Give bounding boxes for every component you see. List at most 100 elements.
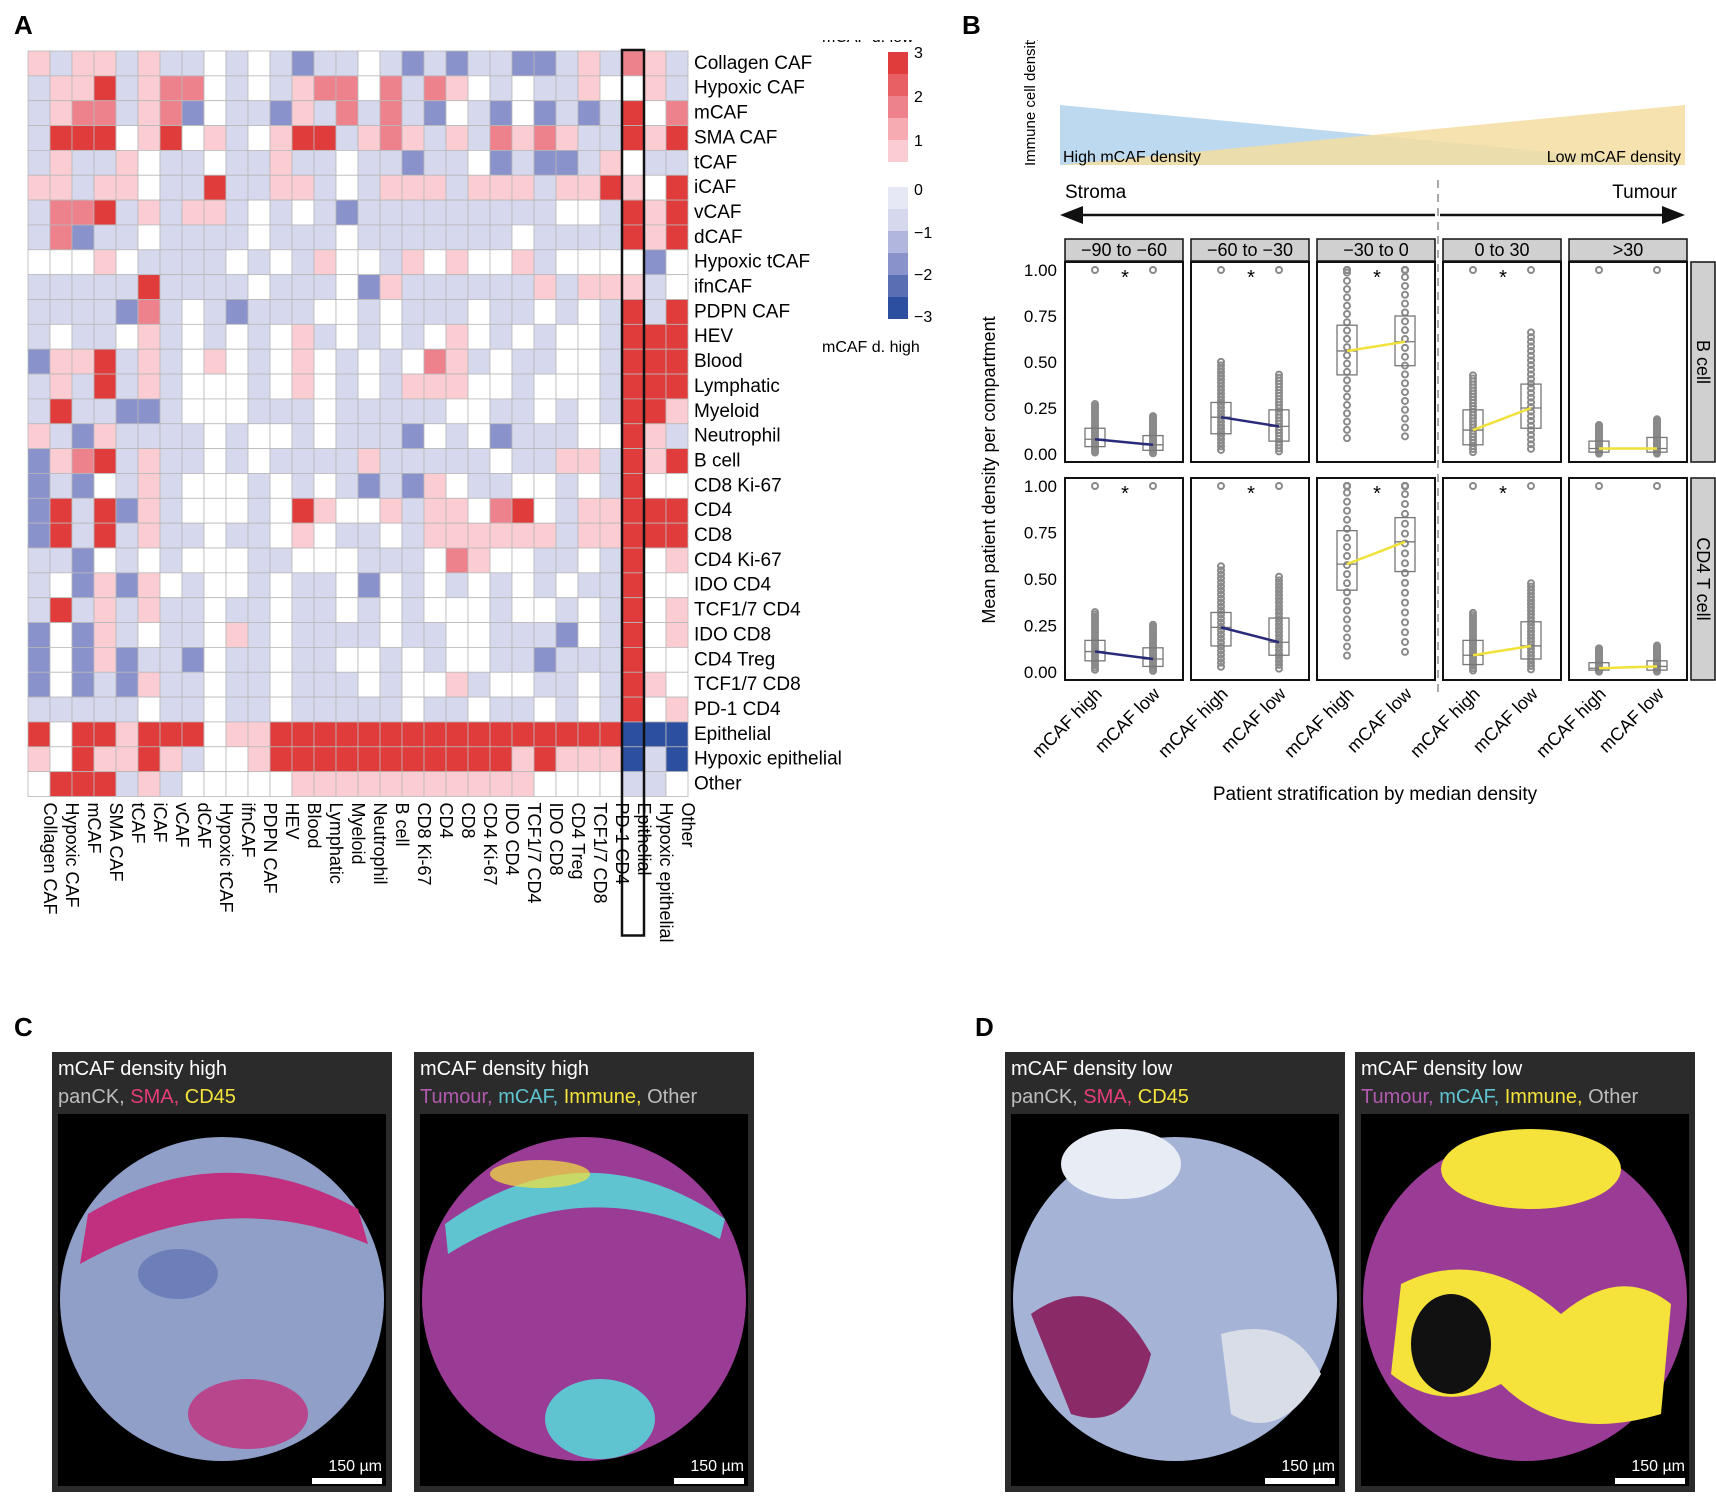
legend-swatch [888, 275, 908, 297]
data-point [1527, 435, 1535, 444]
data-point [1401, 569, 1409, 578]
heatmap-cell [599, 671, 623, 698]
heatmap-cell [269, 522, 293, 549]
heatmap-cell [555, 100, 579, 126]
facet-label: −30 to 0 [1343, 240, 1409, 260]
heatmap-cell [93, 224, 117, 251]
column-label: Other [678, 803, 698, 848]
heatmap-cell [379, 125, 403, 151]
data-point [1343, 293, 1351, 302]
heatmap-cell [599, 398, 623, 425]
legend-tick: −1 [914, 225, 932, 242]
heatmap-cell [335, 448, 359, 474]
heatmap-cell [27, 299, 51, 325]
heatmap-cell [49, 348, 73, 375]
heatmap-cell [555, 597, 579, 623]
heatmap-cell [379, 522, 403, 549]
heatmap-cell [137, 100, 161, 126]
heatmap-cell [269, 174, 293, 201]
heatmap-cell [247, 323, 271, 350]
heatmap-cell [555, 423, 579, 450]
heatmap-cell [181, 274, 205, 300]
heatmap-cell [533, 647, 557, 673]
heatmap-cell [599, 448, 623, 474]
heatmap-cell [225, 522, 249, 549]
heatmap-cell [137, 647, 161, 673]
heatmap-cell [181, 647, 205, 673]
heatmap-cell [71, 348, 95, 375]
heatmap-cell [335, 572, 359, 599]
column-label: Blood [304, 803, 324, 849]
heatmap-cell [181, 572, 205, 599]
data-point [1217, 594, 1225, 603]
heatmap-cell [71, 50, 95, 77]
heatmap-cell [27, 622, 51, 648]
heatmap-cell [225, 572, 249, 599]
tumour-label: Tumour [1612, 182, 1677, 203]
heatmap-cell [181, 174, 205, 201]
data-point [1275, 594, 1283, 603]
heatmap-cell [445, 75, 469, 102]
heatmap-cell [489, 348, 513, 375]
heatmap-cell [511, 597, 535, 623]
column-label: Hypoxic tCAF [216, 803, 236, 913]
heatmap-cell [357, 497, 381, 524]
data-point [1217, 598, 1225, 607]
heatmap-cell [225, 224, 249, 251]
heatmap-cell [71, 647, 95, 673]
heatmap-cell [599, 373, 623, 400]
heatmap-cell [269, 224, 293, 251]
data-point [1343, 326, 1351, 335]
heatmap-cell [247, 249, 271, 276]
data-point [1217, 371, 1225, 380]
heatmap-cell [467, 423, 491, 450]
heatmap-cell [93, 199, 117, 226]
heatmap-cell [159, 299, 183, 325]
outlier-point [1149, 482, 1157, 490]
column-label: TCF1/7 CD4 [524, 803, 544, 904]
heatmap-cell [621, 597, 645, 623]
scale-bar: 150 µm [674, 1458, 744, 1484]
row-label: TCF1/7 CD4 [694, 600, 801, 621]
outlier-point [1343, 266, 1351, 274]
legend-item: SMA, [1083, 1086, 1133, 1108]
heatmap-cell [203, 174, 227, 201]
heatmap-cell [71, 75, 95, 102]
row-label: ifnCAF [694, 277, 752, 298]
heatmap-cell [137, 373, 161, 400]
heatmap-cell [49, 622, 73, 648]
heatmap-cell [599, 348, 623, 375]
heatmap-cell [621, 299, 645, 325]
heatmap-cell [93, 150, 117, 176]
column-label: CD8 [458, 803, 478, 839]
heatmap-cell [247, 150, 271, 176]
heatmap-cell [599, 721, 623, 748]
heatmap-cell [115, 199, 139, 226]
outlier-point [1595, 482, 1603, 490]
column-label: Neutrophil [370, 803, 390, 885]
data-point [1217, 438, 1225, 447]
heatmap-cell [137, 224, 161, 251]
heatmap-cell [533, 75, 557, 102]
data-point [1527, 351, 1535, 360]
heatmap-cell [159, 547, 183, 574]
heatmap-cell [467, 125, 491, 151]
heatmap-cell [555, 50, 579, 77]
heatmap-cell [445, 274, 469, 300]
heatmap-cell [555, 323, 579, 350]
heatmap-cell [379, 448, 403, 474]
heatmap-cell [423, 597, 447, 623]
heatmap-cell [159, 249, 183, 276]
heatmap-cell [357, 746, 381, 773]
facet-panel [1568, 261, 1688, 463]
heatmap-cell [555, 647, 579, 673]
heatmap-cell [511, 771, 535, 797]
heatmap-cell [577, 249, 601, 276]
legend-tick: −2 [914, 267, 932, 284]
heatmap-cell [93, 473, 117, 499]
heatmap-cell [269, 771, 293, 797]
data-point [1217, 606, 1225, 615]
heatmap-cell [291, 348, 315, 375]
heatmap-cell [93, 50, 117, 77]
heatmap-cell [313, 522, 337, 549]
